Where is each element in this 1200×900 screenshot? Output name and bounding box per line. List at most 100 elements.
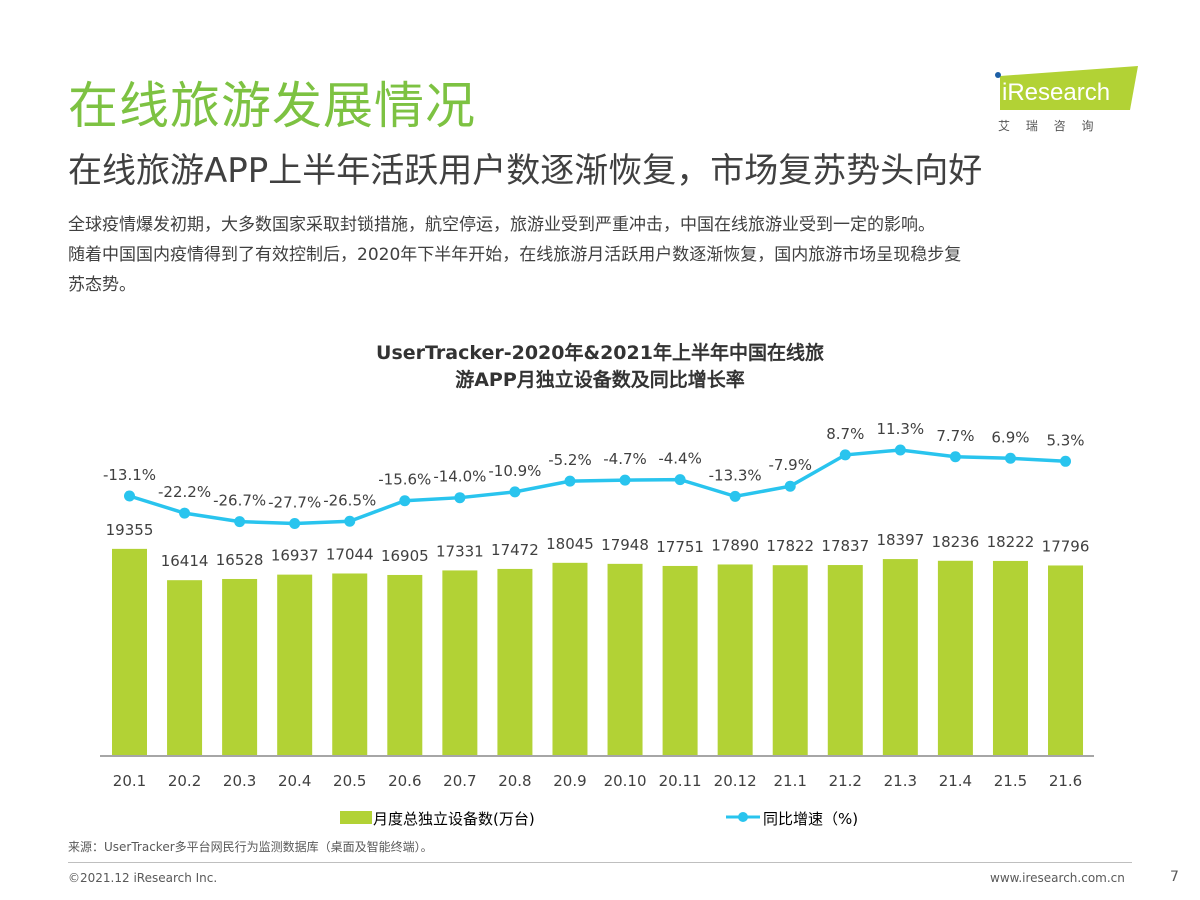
footer-divider — [68, 862, 1132, 863]
growth-value-label: -4.4% — [658, 450, 702, 468]
bar-20.5 — [332, 573, 368, 755]
x-tick-label: 20.2 — [168, 772, 201, 790]
growth-value-label: -10.9% — [488, 462, 541, 480]
bar-21.6 — [1048, 565, 1084, 755]
svg-text:艾 瑞 咨 询: 艾 瑞 咨 询 — [998, 118, 1099, 133]
x-tick-label: 20.9 — [553, 772, 586, 790]
x-tick-label: 20.4 — [278, 772, 311, 790]
growth-point-21.1 — [784, 480, 796, 492]
legend-line-marker — [738, 812, 748, 822]
bar-value-label: 17796 — [1042, 537, 1090, 555]
growth-point-20.8 — [509, 486, 521, 498]
growth-point-21.5 — [1004, 452, 1016, 464]
legend: 月度总独立设备数(万台) 同比增速（%) — [340, 810, 858, 828]
x-tick-label: 21.4 — [939, 772, 972, 790]
bar-20.8 — [497, 568, 533, 755]
growth-value-label: 11.3% — [877, 420, 925, 438]
growth-point-20.2 — [179, 507, 191, 519]
description-line-3: 苏态势。 — [68, 275, 136, 295]
page-title: 在线旅游发展情况 — [68, 77, 476, 135]
bar-20.6 — [387, 574, 423, 755]
growth-point-21.6 — [1060, 455, 1072, 467]
growth-value-label: 7.7% — [936, 427, 974, 445]
growth-value-label: -13.1% — [103, 466, 156, 484]
bar-20.4 — [277, 574, 313, 755]
bar-value-label: 18222 — [987, 533, 1035, 551]
svg-text:iResearch: iResearch — [1002, 79, 1110, 106]
x-tick-label: 21.6 — [1049, 772, 1082, 790]
copyright: ©2021.12 iResearch Inc. — [68, 871, 218, 885]
growth-point-20.6 — [399, 495, 411, 507]
bar-21.1 — [772, 565, 808, 755]
bar-value-label: 18236 — [932, 533, 980, 551]
x-tick-label: 20.10 — [604, 772, 647, 790]
chart-title-line-1: UserTracker-2020年&2021年上半年中国在线旅 — [376, 342, 824, 364]
bar-value-label: 19355 — [106, 521, 154, 539]
bar-21.5 — [992, 560, 1028, 755]
growth-value-label: -4.7% — [603, 450, 647, 468]
bar-value-label: 17044 — [326, 545, 374, 563]
growth-value-label: -27.7% — [268, 494, 321, 512]
x-tick-label: 20.11 — [659, 772, 702, 790]
growth-point-20.4 — [289, 518, 301, 530]
growth-value-label: 5.3% — [1046, 431, 1084, 449]
iresearch-logo: iResearch 艾 瑞 咨 询 — [990, 64, 1140, 134]
growth-value-label: -15.6% — [378, 471, 431, 489]
x-tick-label: 20.12 — [714, 772, 757, 790]
growth-value-label: -5.2% — [548, 451, 592, 469]
bar-value-label: 17890 — [711, 536, 759, 554]
page-number: 7 — [1170, 869, 1179, 885]
bar-value-label: 17948 — [601, 536, 649, 554]
x-tick-label: 21.5 — [994, 772, 1027, 790]
bar-21.3 — [882, 559, 918, 755]
chart-title: UserTracker-2020年&2021年上半年中国在线旅 游APP月独立设… — [300, 340, 900, 394]
growth-point-21.4 — [949, 451, 961, 463]
growth-point-21.2 — [839, 449, 851, 461]
bar-value-label: 16414 — [161, 552, 209, 570]
growth-point-20.1 — [124, 490, 135, 502]
x-tick-label: 20.6 — [388, 772, 421, 790]
bar-21.2 — [827, 565, 863, 755]
bar-20.1 — [112, 548, 147, 755]
growth-point-20.5 — [344, 515, 356, 527]
x-tick-label: 21.1 — [774, 772, 807, 790]
growth-line — [128, 448, 1066, 526]
bar-value-label: 16528 — [216, 551, 264, 569]
x-tick-label: 21.3 — [884, 772, 917, 790]
bar-value-label: 17837 — [821, 537, 869, 555]
growth-value-label: 6.9% — [991, 428, 1029, 446]
bar-20.11 — [662, 565, 698, 755]
chart-title-line-2: 游APP月独立设备数及同比增长率 — [455, 369, 745, 391]
bar-20.9 — [552, 562, 588, 755]
bar-value-label: 17822 — [766, 537, 814, 555]
growth-value-label: 8.7% — [826, 425, 864, 443]
x-tick-label: 20.5 — [333, 772, 366, 790]
page-subtitle: 在线旅游APP上半年活跃用户数逐渐恢复，市场复苏势头向好 — [68, 151, 983, 191]
bar-value-label: 18045 — [546, 535, 594, 553]
legend-bar-swatch — [340, 811, 372, 824]
growth-point-20.11 — [674, 474, 686, 486]
growth-value-label: -14.0% — [433, 468, 486, 486]
legend-line-label: 同比增速（%) — [763, 810, 858, 828]
description-line-2: 随着中国国内疫情得到了有效控制后，2020年下半年开始，在线旅游月活跃用户数逐渐… — [68, 245, 962, 265]
growth-value-label: -13.3% — [709, 466, 762, 484]
growth-point-20.12 — [729, 490, 741, 502]
growth-point-20.10 — [619, 474, 631, 486]
growth-point-20.7 — [454, 492, 466, 504]
bar-value-label: 18397 — [876, 531, 924, 549]
bar-20.10 — [607, 563, 643, 755]
bar-value-label: 16905 — [381, 547, 429, 565]
growth-point-20.9 — [564, 475, 576, 487]
bar-20.12 — [717, 564, 753, 755]
x-tick-label: 20.1 — [113, 772, 146, 790]
source-note: 来源：UserTracker多平台网民行为监测数据库（桌面及智能终端）。 — [68, 840, 433, 854]
growth-point-20.3 — [234, 516, 246, 528]
growth-point-21.3 — [894, 444, 906, 456]
website-link[interactable]: www.iresearch.com.cn — [990, 871, 1125, 885]
bar-value-label: 17331 — [436, 542, 484, 560]
bar-value-label: 17751 — [656, 538, 704, 556]
bar-20.3 — [222, 578, 258, 755]
growth-value-label: -26.5% — [323, 491, 376, 509]
